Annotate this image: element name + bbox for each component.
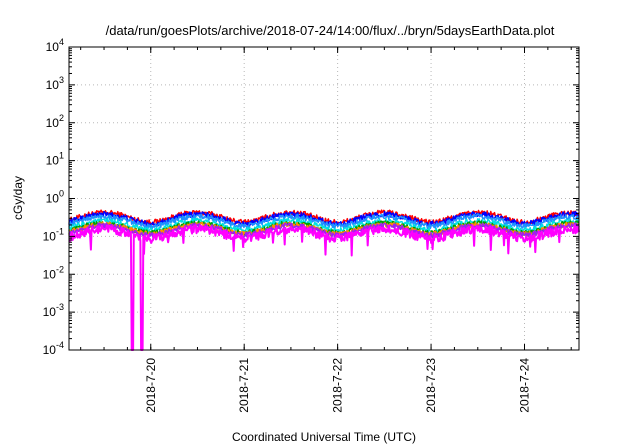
y-tick-label: 104 <box>46 37 64 54</box>
y-tick-exponent: 4 <box>59 37 64 47</box>
y-tick-label: 102 <box>46 113 64 130</box>
x-tick-label: 2018-7-23 <box>424 358 438 413</box>
x-tick-label: 2018-7-22 <box>331 358 345 413</box>
y-tick-label: 103 <box>46 75 64 92</box>
y-tick-exponent: 0 <box>59 189 64 199</box>
y-tick-label: 10-3 <box>43 302 64 319</box>
y-tick-exponent: 1 <box>59 151 64 161</box>
y-tick-exponent: -3 <box>56 302 64 312</box>
y-tick-label: 10-2 <box>43 264 64 281</box>
y-tick-label: 10-1 <box>43 226 64 243</box>
y-tick-label: 101 <box>46 151 64 168</box>
series-line <box>68 213 580 230</box>
y-tick-exponent: -4 <box>56 340 64 350</box>
x-axis-label: Coordinated Universal Time (UTC) <box>232 430 416 444</box>
y-tick-exponent: -1 <box>56 226 64 236</box>
y-tick-label: 10-4 <box>43 340 64 357</box>
x-tick-label: 2018-7-24 <box>517 358 531 413</box>
x-axis: 2018-7-20 2018-7-21 2018-7-22 2018-7-23 2018… <box>80 47 572 413</box>
chart-title: /data/run/goesPlots/archive/2018-07-24/1… <box>106 23 555 38</box>
y-axis-label: cGy/day <box>11 176 25 220</box>
y-tick-exponent: -2 <box>56 264 64 274</box>
y-tick-label: 100 <box>46 189 64 206</box>
grid <box>69 47 579 350</box>
x-tick-label: 2018-7-21 <box>237 358 251 413</box>
x-tick-label: 2018-7-20 <box>144 358 158 413</box>
series-group <box>68 209 580 351</box>
series-line <box>68 224 580 351</box>
y-tick-exponent: 2 <box>59 113 64 123</box>
y-tick-exponent: 3 <box>59 75 64 85</box>
